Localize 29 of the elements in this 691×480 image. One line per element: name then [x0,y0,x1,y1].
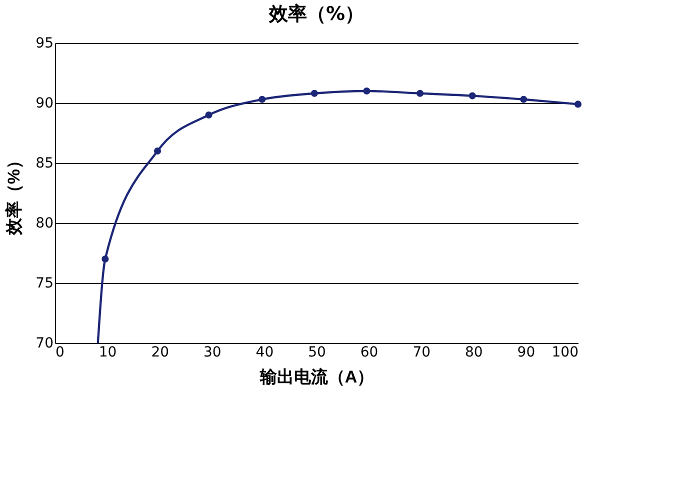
point [574,100,582,108]
y-tick-label: 75 [36,276,54,292]
x-tick-label: 70 [412,344,431,360]
x-tick-label: 30 [203,344,222,360]
y-tick-label: 95 [36,36,54,52]
x-tick-label: 10 [98,344,117,360]
x-tick-label: 20 [151,344,170,360]
point [468,92,476,100]
point [205,111,212,119]
x-tick-label: 100 [552,344,578,360]
y-tick-label: 85 [36,156,54,172]
x-axis-title: 输出电流（A） [258,368,374,386]
point [363,87,370,95]
point [310,90,318,97]
y-axis-title: 效率（%） [4,152,24,236]
x-tick-label: 40 [256,344,274,360]
point [416,90,424,97]
y-tick-label: 90 [36,96,54,112]
x-tick-label: 80 [464,344,483,360]
x-tick-label: 50 [308,344,326,360]
x-tick-label: 60 [360,344,378,360]
y-tick-label: 80 [36,216,54,232]
point [154,147,162,155]
point [520,96,528,103]
point [258,96,266,103]
chart-title: 效率（%） [268,3,364,25]
x-tick-label: 0 [56,344,64,360]
x-tick-label: 90 [517,344,536,360]
point [102,255,109,263]
